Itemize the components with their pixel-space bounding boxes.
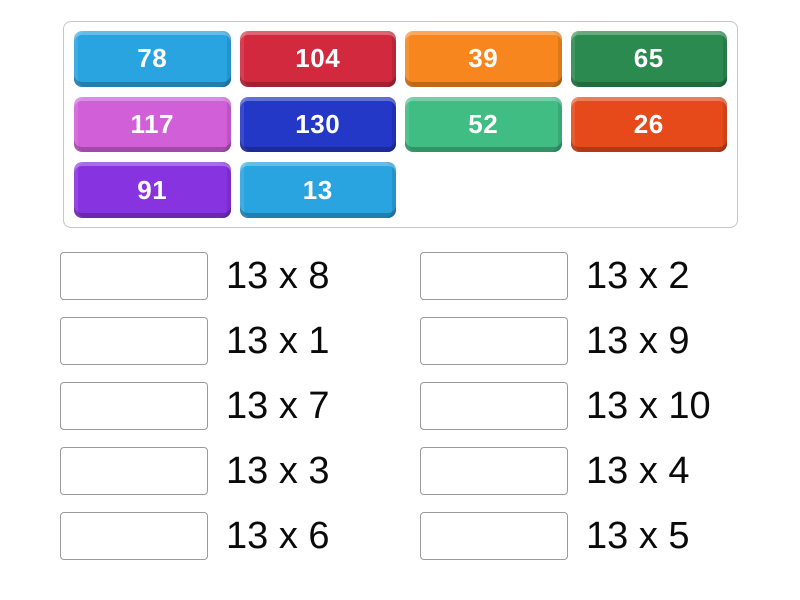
answer-slot[interactable] (60, 252, 208, 300)
answer-tile-52[interactable]: 52 (405, 96, 562, 153)
answer-slot[interactable] (420, 512, 568, 560)
question-label: 13 x 3 (226, 450, 330, 492)
answer-tile-91[interactable]: 91 (74, 162, 231, 218)
answer-slot[interactable] (420, 447, 568, 495)
question-label: 13 x 8 (226, 255, 330, 297)
match-row: 13 x 10 (420, 382, 711, 430)
answer-tile-117[interactable]: 117 (74, 96, 231, 153)
match-column-left: 13 x 8 13 x 1 13 x 7 13 x 3 13 x 6 (60, 252, 330, 577)
match-row: 13 x 9 (420, 317, 711, 365)
answer-tile-78[interactable]: 78 (74, 31, 231, 87)
match-row: 13 x 4 (420, 447, 711, 495)
match-row: 13 x 1 (60, 317, 330, 365)
answer-bank: 78 104 39 65 117 130 52 26 91 13 (63, 21, 738, 228)
answer-tile-104[interactable]: 104 (239, 31, 396, 87)
answer-tile-26[interactable]: 26 (570, 96, 727, 153)
answer-slot[interactable] (60, 317, 208, 365)
question-label: 13 x 2 (586, 255, 690, 297)
answer-tile-13[interactable]: 13 (239, 162, 396, 218)
match-row: 13 x 5 (420, 512, 711, 560)
answer-slot[interactable] (420, 317, 568, 365)
question-label: 13 x 10 (586, 385, 711, 427)
answer-slot[interactable] (60, 382, 208, 430)
match-row: 13 x 6 (60, 512, 330, 560)
answer-slot[interactable] (420, 382, 568, 430)
match-row: 13 x 8 (60, 252, 330, 300)
answer-slot[interactable] (60, 512, 208, 560)
question-label: 13 x 6 (226, 515, 330, 557)
question-label: 13 x 4 (586, 450, 690, 492)
question-label: 13 x 9 (586, 320, 690, 362)
match-row: 13 x 2 (420, 252, 711, 300)
question-label: 13 x 5 (586, 515, 690, 557)
match-row: 13 x 7 (60, 382, 330, 430)
match-column-right: 13 x 2 13 x 9 13 x 10 13 x 4 13 x 5 (420, 252, 711, 577)
question-label: 13 x 1 (226, 320, 330, 362)
answer-tile-65[interactable]: 65 (570, 31, 727, 87)
answer-tile-130[interactable]: 130 (239, 96, 396, 153)
match-row: 13 x 3 (60, 447, 330, 495)
answer-slot[interactable] (60, 447, 208, 495)
answer-tile-39[interactable]: 39 (405, 31, 562, 87)
answer-slot[interactable] (420, 252, 568, 300)
question-label: 13 x 7 (226, 385, 330, 427)
